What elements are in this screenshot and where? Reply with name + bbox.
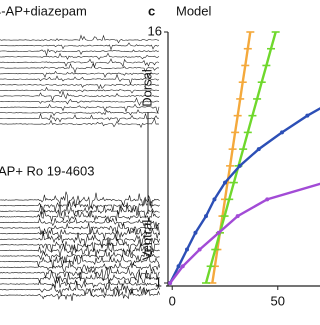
panel-caption: AP+ Ro 19-4603 (0, 163, 94, 178)
panel-label: c (148, 3, 155, 18)
trace (0, 112, 160, 123)
trace (0, 227, 160, 241)
trace (0, 62, 160, 74)
point-marker (185, 247, 189, 252)
point-marker (265, 197, 270, 202)
trace (0, 73, 160, 86)
plot-area (168, 31, 320, 285)
trace (0, 109, 160, 116)
series-line (169, 107, 320, 284)
recording-traces (0, 34, 160, 301)
trace (0, 222, 160, 236)
series-line (211, 31, 252, 284)
point-marker (305, 113, 310, 118)
y-axis-label: Ventral (139, 220, 154, 261)
point-marker (256, 147, 261, 152)
y-tick-label: 16 (148, 23, 162, 38)
trace (0, 209, 160, 223)
trace (0, 52, 160, 60)
trace (0, 270, 160, 284)
trace (0, 276, 160, 290)
trace (0, 42, 160, 51)
trace (0, 248, 160, 264)
trace (0, 70, 160, 78)
trace (0, 97, 160, 106)
trace (0, 34, 160, 44)
point-marker (204, 214, 208, 219)
trace (0, 86, 159, 95)
point-marker (223, 180, 227, 185)
x-tick-label: 0 (169, 293, 176, 308)
point-marker (216, 230, 221, 235)
trace (0, 266, 160, 282)
trace (0, 191, 160, 209)
chart-title: Model (176, 3, 212, 18)
y-axis-label: Dorsal (139, 69, 154, 107)
point-marker (235, 214, 240, 219)
trace (0, 230, 160, 248)
trace (0, 103, 160, 114)
point-marker (180, 264, 185, 269)
point-marker (237, 163, 242, 168)
trace (0, 58, 160, 69)
trace (0, 90, 160, 102)
point-marker (193, 230, 198, 235)
point-marker (176, 264, 181, 269)
trace (0, 117, 160, 129)
trace (0, 202, 160, 219)
trace (0, 280, 160, 297)
panel-caption: 4-AP+diazepam (0, 3, 87, 18)
y-tick-label: 1 (155, 274, 162, 289)
trace (0, 237, 160, 253)
point-marker (197, 247, 202, 252)
point-marker (212, 197, 217, 202)
series-line (169, 182, 320, 284)
trace (0, 48, 160, 57)
trace (0, 242, 160, 258)
trace (0, 259, 160, 273)
series-line (204, 31, 277, 284)
point-marker (168, 281, 173, 285)
trace (0, 216, 160, 231)
point-marker (280, 130, 284, 135)
x-tick-label: 50 (271, 293, 285, 308)
trace (0, 83, 160, 90)
trace (0, 287, 160, 301)
